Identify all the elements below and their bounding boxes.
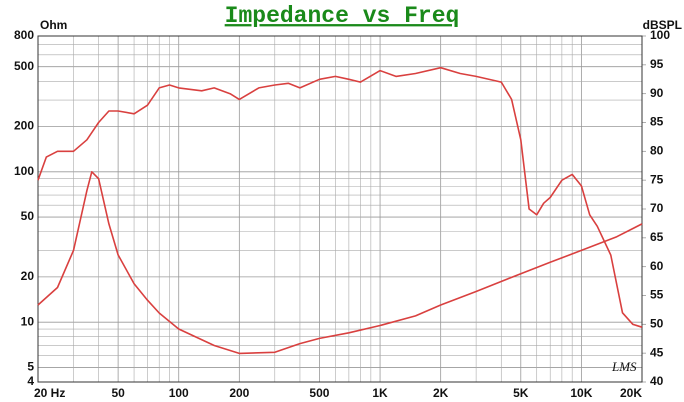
y2-tick-label: 50 xyxy=(650,317,664,331)
x-tick-label: 10K xyxy=(570,386,592,400)
chart-title: Impedance vs Freq xyxy=(225,3,460,29)
x-tick-label: 500 xyxy=(309,386,329,400)
y-tick-label: 20 xyxy=(21,269,35,283)
y2-tick-label: 75 xyxy=(650,172,664,186)
y-tick-label: 10 xyxy=(21,314,35,328)
x-tick-label: 1K xyxy=(372,386,388,400)
y-tick-label: 800 xyxy=(14,28,34,42)
y2-tick-label: 45 xyxy=(650,345,664,359)
y2-axis-label: dBSPL xyxy=(643,18,682,32)
y-tick-label: 50 xyxy=(21,209,35,223)
y-tick-label: 500 xyxy=(14,59,34,73)
y2-tick-label: 85 xyxy=(650,115,664,129)
data-line xyxy=(37,171,643,355)
data-line xyxy=(37,66,643,328)
x-tick-label: 50 xyxy=(111,386,125,400)
x-tick-label: 200 xyxy=(229,386,249,400)
y2-tick-label: 95 xyxy=(650,57,664,71)
y2-tick-label: 55 xyxy=(650,288,664,302)
y2-tick-label: 100 xyxy=(650,28,670,42)
y2-tick-label: 40 xyxy=(650,374,664,388)
y-tick-label: 100 xyxy=(14,164,34,178)
y-tick-label: 5 xyxy=(27,360,34,374)
x-tick-label: 20K xyxy=(620,386,642,400)
y-tick-label: 4 xyxy=(27,374,34,388)
x-tick-label: 100 xyxy=(169,386,189,400)
y2-tick-label: 65 xyxy=(650,230,664,244)
y2-tick-label: 70 xyxy=(650,201,664,215)
y2-tick-label: 80 xyxy=(650,144,664,158)
x-tick-label: 2K xyxy=(433,386,449,400)
y2-tick-label: 90 xyxy=(650,86,664,100)
y-axis-label: Ohm xyxy=(40,18,67,32)
y-tick-label: 200 xyxy=(14,119,34,133)
watermark: LMS xyxy=(611,359,637,374)
plot-frame xyxy=(37,35,643,383)
x-tick-label: 5K xyxy=(513,386,529,400)
x-tick-label: 20 Hz xyxy=(34,386,65,400)
y2-tick-label: 60 xyxy=(650,259,664,273)
